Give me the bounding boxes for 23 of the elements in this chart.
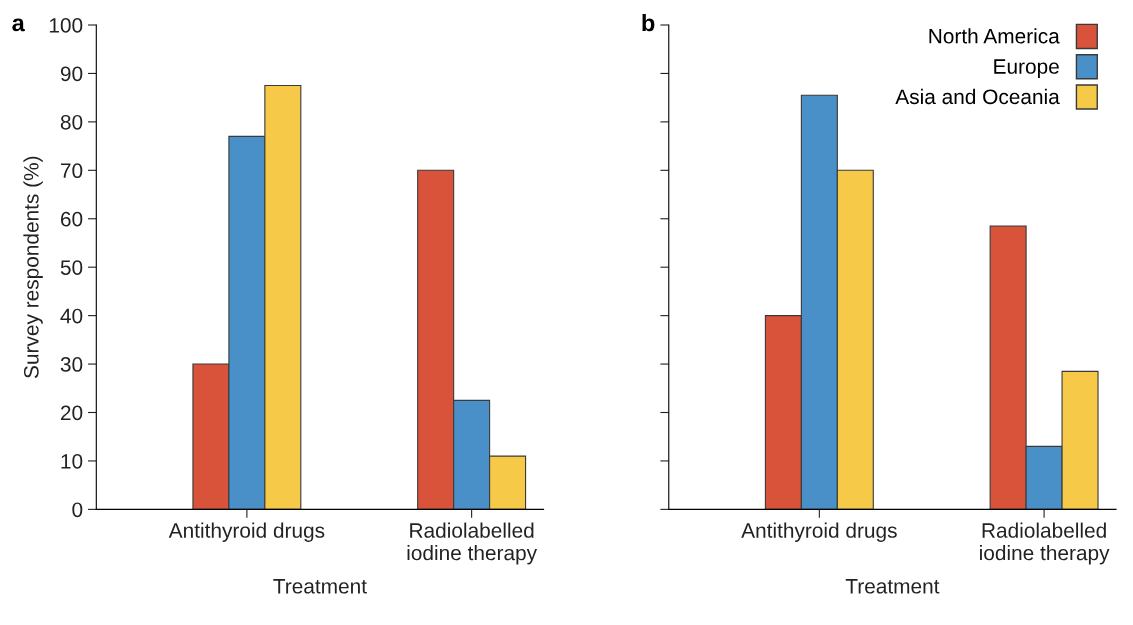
x-axis-title: Treatment	[845, 579, 940, 594]
y-tick-label: 0	[72, 502, 83, 518]
x-tick-label: Radiolabelled iodine therapy	[980, 522, 1110, 565]
y-tick-label: 80	[60, 114, 83, 130]
x-axis-title: Treatment	[273, 579, 367, 594]
chart-title: b	[642, 14, 655, 32]
legend-label: Europe	[994, 59, 1059, 78]
y-tick-label: 10	[61, 453, 83, 469]
y-axis-title: Survey respondents (%)	[23, 156, 43, 378]
x-tick-label: Antithyroid drugs	[168, 522, 325, 542]
y-tick-label: 100	[49, 18, 83, 33]
y-tick-label: 40	[60, 308, 83, 324]
y-tick-label: 90	[60, 66, 83, 82]
y-tick-label: 70	[61, 163, 83, 179]
x-tick-label: Radiolabelled iodine therapy	[407, 522, 538, 565]
y-tick-label: 20	[60, 405, 83, 421]
y-tick-label: 30	[60, 357, 83, 372]
legend-label: Asia and Oceania	[895, 88, 1060, 105]
y-tick-label: 50	[60, 260, 83, 275]
legend-label: North America	[929, 28, 1060, 44]
chart-title: a	[12, 18, 25, 32]
y-tick-label: 60	[61, 211, 83, 227]
x-tick-label: Antithyroid drugs	[741, 522, 897, 542]
